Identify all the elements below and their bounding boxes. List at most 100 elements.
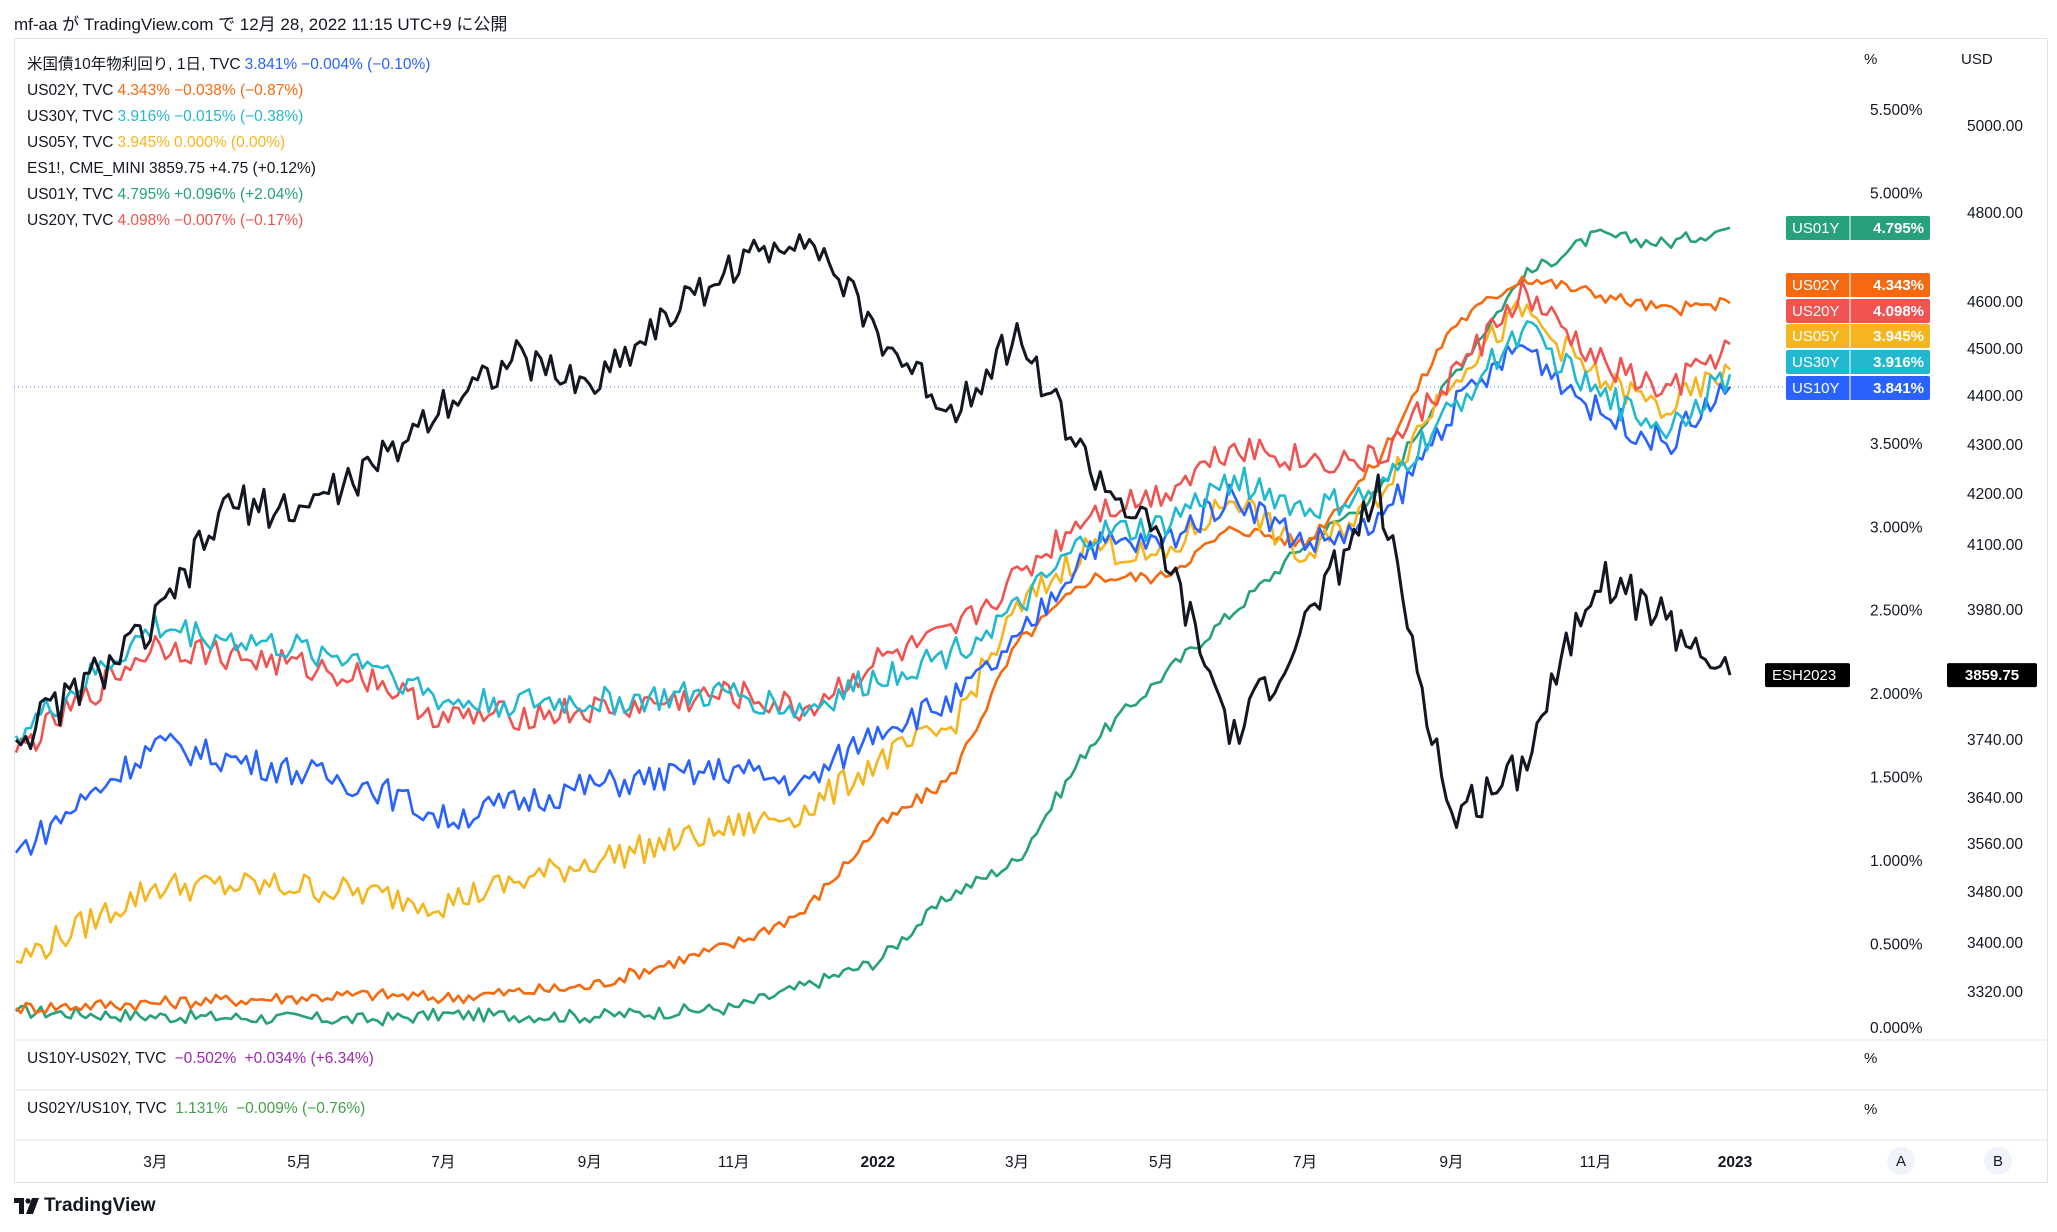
- sub-pane-name: US02Y/US10Y, TVC: [27, 1100, 167, 1117]
- series-line-us05y: [15, 299, 1731, 964]
- legend-series-name: US30Y, TVC: [27, 108, 114, 125]
- price-tag-name: US30Y: [1792, 354, 1840, 371]
- x-tick-label: 5月: [287, 1154, 311, 1171]
- legend-series-value: 3859.75: [149, 160, 206, 177]
- x-tick-label: 9月: [578, 1154, 602, 1171]
- price-tag-name: US20Y: [1792, 303, 1840, 320]
- chart-frame: [14, 38, 2048, 1183]
- legend-series-name: US20Y, TVC: [27, 212, 114, 229]
- series-line-us02y: [15, 275, 1731, 1015]
- publish-header: mf-aa が TradingView.com で 12月 28, 2022 1…: [14, 15, 508, 34]
- series-line-us30y: [14, 320, 1732, 747]
- pct-tick-label: 1.000%: [1870, 853, 1923, 870]
- pct-tick-label: 2.000%: [1870, 686, 1923, 703]
- price-tag-value: 3.841%: [1873, 380, 1924, 397]
- es-name-label: ESH2023: [1772, 667, 1836, 684]
- x-tick-label: 11月: [1580, 1154, 1612, 1171]
- pct-tick-label: 1.500%: [1870, 770, 1923, 787]
- sub-pane-name: US10Y-US02Y, TVC: [27, 1050, 167, 1067]
- pct-tick-label: 0.000%: [1870, 1020, 1923, 1037]
- auto-scale-button[interactable]: A: [1887, 1147, 1915, 1175]
- legend-row[interactable]: US30Y, TVC 3.916% −0.015% (−0.38%): [27, 104, 434, 130]
- legend-series-change: 0.000% (0.00%): [174, 134, 286, 151]
- usd-tick-label: 3560.00: [1967, 836, 2023, 853]
- pct-tick-label: 3.500%: [1870, 436, 1923, 453]
- x-tick-label: 7月: [431, 1154, 455, 1171]
- legend-series-value: 3.945%: [117, 134, 171, 151]
- legend-series-value: 4.795%: [117, 186, 171, 203]
- x-tick-label: 3月: [143, 1154, 167, 1171]
- legend-row[interactable]: ES1!, CME_MINI 3859.75 +4.75 (+0.12%): [27, 156, 434, 182]
- series-line-es1: [14, 233, 1732, 829]
- usd-tick-label: 3400.00: [1967, 935, 2023, 952]
- pct-tick-label: 3.000%: [1870, 519, 1923, 536]
- legend: 米国債10年物利回り, 1日, TVC 3.841% −0.004% (−0.10%…: [27, 52, 434, 234]
- sub-pane-change: −0.009% (−0.76%): [236, 1100, 366, 1117]
- sub-pane-value: −0.502%: [174, 1050, 237, 1067]
- price-tag-us02y: [1786, 273, 1930, 297]
- usd-tick-label: 4400.00: [1967, 388, 2023, 405]
- price-tag-us01y: [1786, 216, 1930, 240]
- price-tag-value: 3.945%: [1873, 328, 1924, 345]
- footer-brand-label: TradingView: [44, 1195, 156, 1216]
- usd-tick-label: 3640.00: [1967, 790, 2023, 807]
- legend-series-change: +4.75 (+0.12%): [209, 160, 316, 177]
- sub-pane-legend-spread: US10Y-US02Y, TVC −0.502% +0.034% (+6.34%…: [27, 1050, 378, 1068]
- series-line-us20y: [14, 280, 1731, 754]
- legend-series-value: 3.841%: [244, 56, 298, 73]
- legend-series-name: US01Y, TVC: [27, 186, 114, 203]
- legend-series-name: US05Y, TVC: [27, 134, 114, 151]
- legend-series-name: ES1!, CME_MINI: [27, 160, 145, 177]
- pct-tick-label: 2.500%: [1870, 603, 1923, 620]
- usd-tick-label: 5000.00: [1967, 118, 2023, 135]
- x-tick-label: 3月: [1005, 1154, 1029, 1171]
- legend-series-name: US02Y, TVC: [27, 82, 114, 99]
- sub-pane-unit: %: [1864, 1101, 1878, 1118]
- legend-row[interactable]: US05Y, TVC 3.945% 0.000% (0.00%): [27, 130, 434, 156]
- x-tick-label: 7月: [1293, 1154, 1317, 1171]
- usd-tick-label: 3480.00: [1967, 884, 2023, 901]
- legend-row[interactable]: US02Y, TVC 4.343% −0.038% (−0.87%): [27, 78, 434, 104]
- price-tag-us30y: [1786, 350, 1930, 374]
- x-tick-label: 11月: [718, 1154, 750, 1171]
- x-tick-label: 9月: [1439, 1154, 1463, 1171]
- pct-tick-label: 5.500%: [1870, 102, 1923, 119]
- usd-tick-label: 3980.00: [1967, 602, 2023, 619]
- legend-series-change: −0.015% (−0.38%): [174, 108, 304, 125]
- price-tag-us10y: [1786, 376, 1930, 400]
- legend-series-change: −0.007% (−0.17%): [174, 212, 304, 229]
- legend-row[interactable]: US01Y, TVC 4.795% +0.096% (+2.04%): [27, 182, 434, 208]
- price-tag-us20y: [1786, 299, 1930, 323]
- legend-series-change: −0.004% (−0.10%): [301, 56, 431, 73]
- footer-brand[interactable]: TradingView: [14, 1195, 156, 1217]
- sub-pane-value: 1.131%: [175, 1100, 228, 1117]
- price-tag-name: US01Y: [1792, 220, 1840, 237]
- series-line-us01y: [15, 226, 1731, 1027]
- usd-axis-unit: USD: [1961, 51, 1993, 68]
- usd-tick-label: 4500.00: [1967, 341, 2023, 358]
- usd-tick-label: 4100.00: [1967, 537, 2023, 554]
- price-tag-value: 4.343%: [1873, 277, 1924, 294]
- legend-row[interactable]: US20Y, TVC 4.098% −0.007% (−0.17%): [27, 208, 434, 234]
- tradingview-logo-icon: [14, 1198, 39, 1214]
- pct-tick-label: 5.000%: [1870, 185, 1923, 202]
- legend-series-value: 4.343%: [117, 82, 171, 99]
- price-tag-value: 4.098%: [1873, 303, 1924, 320]
- legend-series-value: 3.916%: [117, 108, 171, 125]
- usd-tick-label: 4200.00: [1967, 486, 2023, 503]
- series-line-us10y: [14, 344, 1732, 856]
- legend-row[interactable]: 米国債10年物利回り, 1日, TVC 3.841% −0.004% (−0.10%…: [27, 52, 434, 78]
- scale-b-button[interactable]: B: [1984, 1147, 2012, 1175]
- x-tick-label: 2023: [1718, 1154, 1753, 1171]
- pct-axis-unit: %: [1864, 51, 1878, 68]
- es-value-tag: [1947, 663, 2037, 688]
- pct-tick-label: 0.500%: [1870, 937, 1923, 954]
- sub-pane-legend-ratio: US02Y/US10Y, TVC 1.131% −0.009% (−0.76%): [27, 1100, 369, 1118]
- x-tick-label: 5月: [1149, 1154, 1173, 1171]
- es-value-label: 3859.75: [1965, 667, 2019, 684]
- sub-pane-unit: %: [1864, 1050, 1878, 1067]
- price-tag-value: 3.916%: [1873, 354, 1924, 371]
- usd-tick-label: 3320.00: [1967, 984, 2023, 1001]
- sub-pane-change: +0.034% (+6.34%): [244, 1050, 374, 1067]
